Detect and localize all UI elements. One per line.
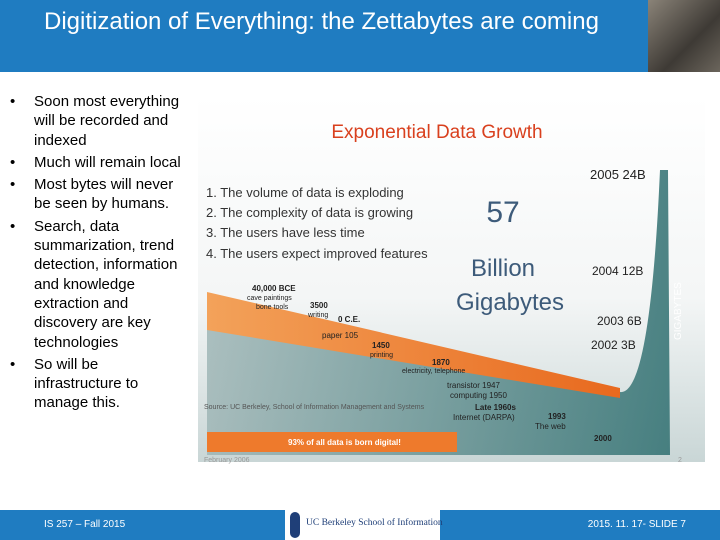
footer-school: UC Berkeley School of Information	[306, 518, 443, 528]
growth-band	[207, 292, 620, 398]
bullet: Most bytes will never be seen by humans.	[10, 175, 185, 214]
milestone: printing	[370, 352, 393, 359]
milestone: transistor 1947	[447, 381, 500, 390]
figure-title: Exponential Data Growth	[331, 122, 542, 143]
figure: Exponential Data Growth 1. The volume of…	[198, 95, 705, 464]
bullet: So will be infrastructure to manage this…	[10, 355, 185, 413]
milestone: Internet (DARPA)	[453, 413, 515, 422]
milestone: 2005 24B	[590, 167, 646, 182]
milestone: 40,000 BCE	[252, 284, 296, 293]
milestone: The web	[535, 422, 566, 431]
milestone: 1870	[432, 358, 450, 367]
footer-course: IS 257 – Fall 2015	[44, 519, 126, 530]
milestone: 2004 12B	[592, 264, 643, 278]
milestone: 1993	[548, 412, 566, 421]
milestone: 1450	[372, 341, 390, 350]
figure-list-item: 3. The users have less time	[206, 225, 365, 240]
figure-list-item: 1. The volume of data is exploding	[206, 185, 404, 200]
milestone: Late 1960s	[475, 403, 516, 412]
milestone: computing 1950	[450, 391, 507, 400]
milestone: cave paintings	[247, 295, 292, 302]
figure-date: February 2006	[204, 457, 250, 464]
bullet: Search, data summarization, trend detect…	[10, 217, 185, 352]
figure-banner-text: 93% of all data is born digital!	[288, 438, 401, 447]
milestone: 2000	[594, 434, 612, 443]
figure-list-item: 2. The complexity of data is growing	[206, 205, 413, 220]
footer-logo	[285, 510, 440, 540]
slide-title: Digitization of Everything: the Zettabyt…	[44, 8, 599, 35]
bullet: Much will remain local	[10, 153, 185, 173]
milestone: 3500	[310, 301, 328, 310]
footer-slide: 2015. 11. 17- SLIDE 7	[587, 519, 686, 530]
callout: Billion	[471, 255, 535, 282]
bullet-list: Soon most everything will be recorded an…	[10, 92, 185, 416]
milestone: 2002 3B	[591, 338, 636, 352]
figure-list-item: 4. The users expect improved features	[206, 246, 428, 261]
logo-mark	[290, 512, 300, 538]
milestone: electricity, telephone	[402, 368, 465, 375]
milestone: paper 105	[322, 331, 359, 340]
header-bar	[0, 0, 720, 72]
bullet: Soon most everything will be recorded an…	[10, 92, 185, 150]
axis-label: GIGABYTES	[673, 282, 684, 340]
callout: Gigabytes	[456, 289, 564, 316]
header-photo	[648, 0, 720, 72]
milestone: writing	[307, 312, 328, 319]
figure-page: 2	[678, 457, 682, 464]
milestone: bone tools	[256, 304, 289, 311]
figure-banner	[207, 432, 457, 452]
figure-source: Source: UC Berkeley, School of Informati…	[204, 404, 425, 411]
milestone: 2003 6B	[597, 314, 642, 328]
milestone: 0 C.E.	[338, 315, 360, 324]
callout: 57	[486, 196, 519, 229]
